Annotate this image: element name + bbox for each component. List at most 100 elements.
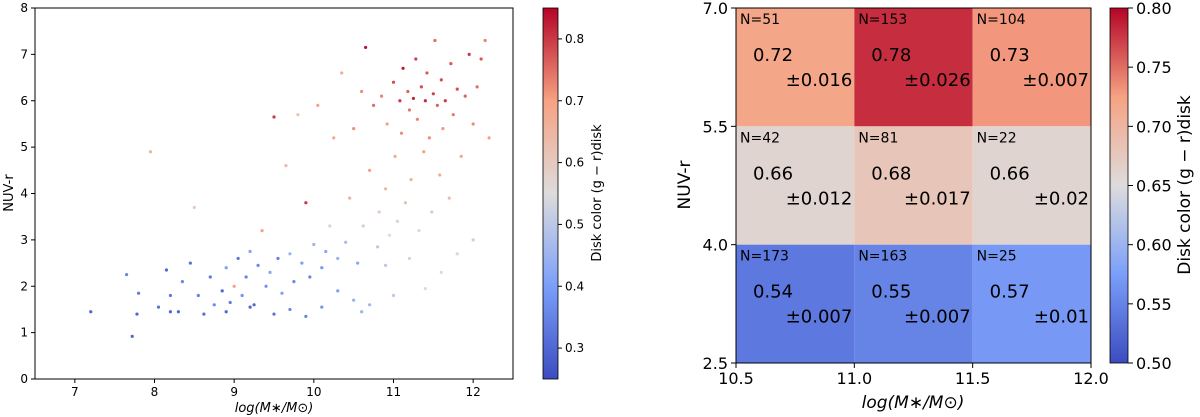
scatter-y-axis-label: NUV-r <box>2 174 17 212</box>
scatter-point <box>304 201 308 205</box>
scatter-point <box>125 273 129 277</box>
scatter-point <box>391 293 396 298</box>
scatter-point <box>414 57 418 61</box>
heatmap-cell-mean: 0.78 <box>871 45 911 66</box>
heatmap-colorbar-tick-label: 0.70 <box>1136 117 1172 136</box>
scatter-y-tick-label: 0 <box>20 372 28 386</box>
scatter-point <box>419 85 423 89</box>
scatter-points <box>89 38 491 338</box>
scatter-point <box>156 305 161 309</box>
scatter-point <box>280 291 284 295</box>
scatter-colorbar-tick-label: 0.4 <box>565 279 584 293</box>
scatter-point <box>395 219 400 223</box>
scatter-point <box>441 126 445 131</box>
heatmap-cell-count: N=173 <box>740 249 789 265</box>
heatmap-colorbar-tick-label: 0.60 <box>1136 236 1172 255</box>
scatter-point <box>383 187 388 191</box>
scatter-point <box>208 275 212 279</box>
scatter-point <box>475 85 479 89</box>
scatter-y-tick-label: 3 <box>20 233 28 247</box>
scatter-point <box>316 103 320 107</box>
scatter-point <box>256 263 260 267</box>
scatter-colorbar-label: Disk color (g − r)disk <box>590 124 605 262</box>
heatmap-cell-fill <box>972 8 1091 127</box>
heatmap-cell: N=153 0.78 ±0.026 <box>854 8 973 127</box>
scatter-point <box>288 252 292 256</box>
scatter-point <box>260 229 264 233</box>
scatter-point <box>328 224 332 228</box>
heatmap-cell-fill <box>736 8 855 127</box>
scatter-point <box>320 266 324 270</box>
scatter-point <box>136 291 141 295</box>
heatmap-cell-mean: 0.55 <box>871 282 911 303</box>
scatter-point <box>483 38 487 43</box>
scatter-y-axis: 0 1 2 3 4 5 6 7 8 <box>20 1 35 386</box>
heatmap-cell-mean: 0.66 <box>990 163 1030 184</box>
heatmap-cell-error: ±0.012 <box>786 188 853 209</box>
scatter-point <box>248 305 252 309</box>
scatter-y-tick-label: 2 <box>20 279 28 293</box>
scatter-x-tick-label: 12 <box>466 385 481 399</box>
scatter-point <box>455 252 459 256</box>
scatter-point <box>443 99 447 103</box>
heatmap-cell-mean: 0.66 <box>753 163 793 184</box>
scatter-point <box>324 249 328 254</box>
heatmap-cell-error: ±0.02 <box>1034 188 1089 209</box>
heatmap-cell-error: ±0.016 <box>786 70 853 91</box>
scatter-point <box>401 66 405 70</box>
heatmap-colorbar-tick-label: 0.50 <box>1136 354 1172 373</box>
scatter-point <box>352 126 356 131</box>
scatter-point <box>377 210 381 214</box>
scatter-point <box>202 312 206 316</box>
heatmap-x-tick-label: 11.5 <box>955 369 991 388</box>
scatter-point <box>288 307 292 312</box>
scatter-x-axis: 7 8 9 10 11 12 <box>71 379 481 399</box>
scatter-point <box>248 249 252 254</box>
scatter-y-tick-label: 1 <box>20 326 28 340</box>
scatter-x-tick-label: 7 <box>71 385 79 399</box>
scatter-point <box>423 99 427 103</box>
scatter-point <box>467 52 471 56</box>
scatter-colorbar-tick-label: 0.3 <box>565 341 584 355</box>
heatmap-colorbar-label: Disk color (g − r)disk <box>1175 95 1195 275</box>
heatmap-cell-fill <box>854 244 973 363</box>
scatter-point <box>438 173 442 177</box>
scatter-point <box>130 334 134 338</box>
scatter-point <box>487 136 491 140</box>
heatmap-cell: N=42 0.66 ±0.012 <box>736 126 855 245</box>
heatmap-x-tick-label: 12.0 <box>1073 369 1109 388</box>
scatter-point <box>300 261 304 265</box>
scatter-colorbar-tick-label: 0.6 <box>565 156 584 170</box>
heatmap-cell-count: N=42 <box>740 130 780 146</box>
scatter-point <box>332 136 336 140</box>
heatmap-y-tick-label: 4.0 <box>703 236 728 255</box>
heatmap-cell-mean: 0.73 <box>990 45 1030 66</box>
scatter-point <box>479 57 483 61</box>
scatter-point <box>399 131 404 135</box>
heatmap-colorbar-tick-label: 0.65 <box>1136 177 1172 196</box>
scatter-point <box>340 71 344 75</box>
scatter-point <box>360 89 364 94</box>
scatter-point <box>425 71 429 75</box>
heatmap-x-tick-label: 10.5 <box>718 369 754 388</box>
heatmap-plot-frame <box>735 7 1092 364</box>
scatter-x-tick-label: 9 <box>230 385 238 399</box>
heatmap-cell: N=22 0.66±0.02 <box>972 126 1091 245</box>
scatter-y-tick-label: 6 <box>20 94 28 108</box>
scatter-point <box>423 286 427 291</box>
heatmap-cell-error: ±0.007 <box>786 307 853 328</box>
scatter-point <box>471 238 475 242</box>
scatter-point <box>352 298 356 302</box>
scatter-point <box>272 312 276 316</box>
scatter-point <box>364 45 368 50</box>
scatter-point <box>433 38 437 43</box>
scatter-point <box>417 229 421 233</box>
scatter-x-tick-label: 10 <box>306 385 321 399</box>
heatmap-cell-error: ±0.007 <box>1022 70 1089 91</box>
scatter-y-tick-label: 4 <box>20 187 28 201</box>
scatter-point <box>368 303 372 307</box>
heatmap-cell-fill <box>736 244 855 363</box>
scatter-point <box>387 233 392 237</box>
